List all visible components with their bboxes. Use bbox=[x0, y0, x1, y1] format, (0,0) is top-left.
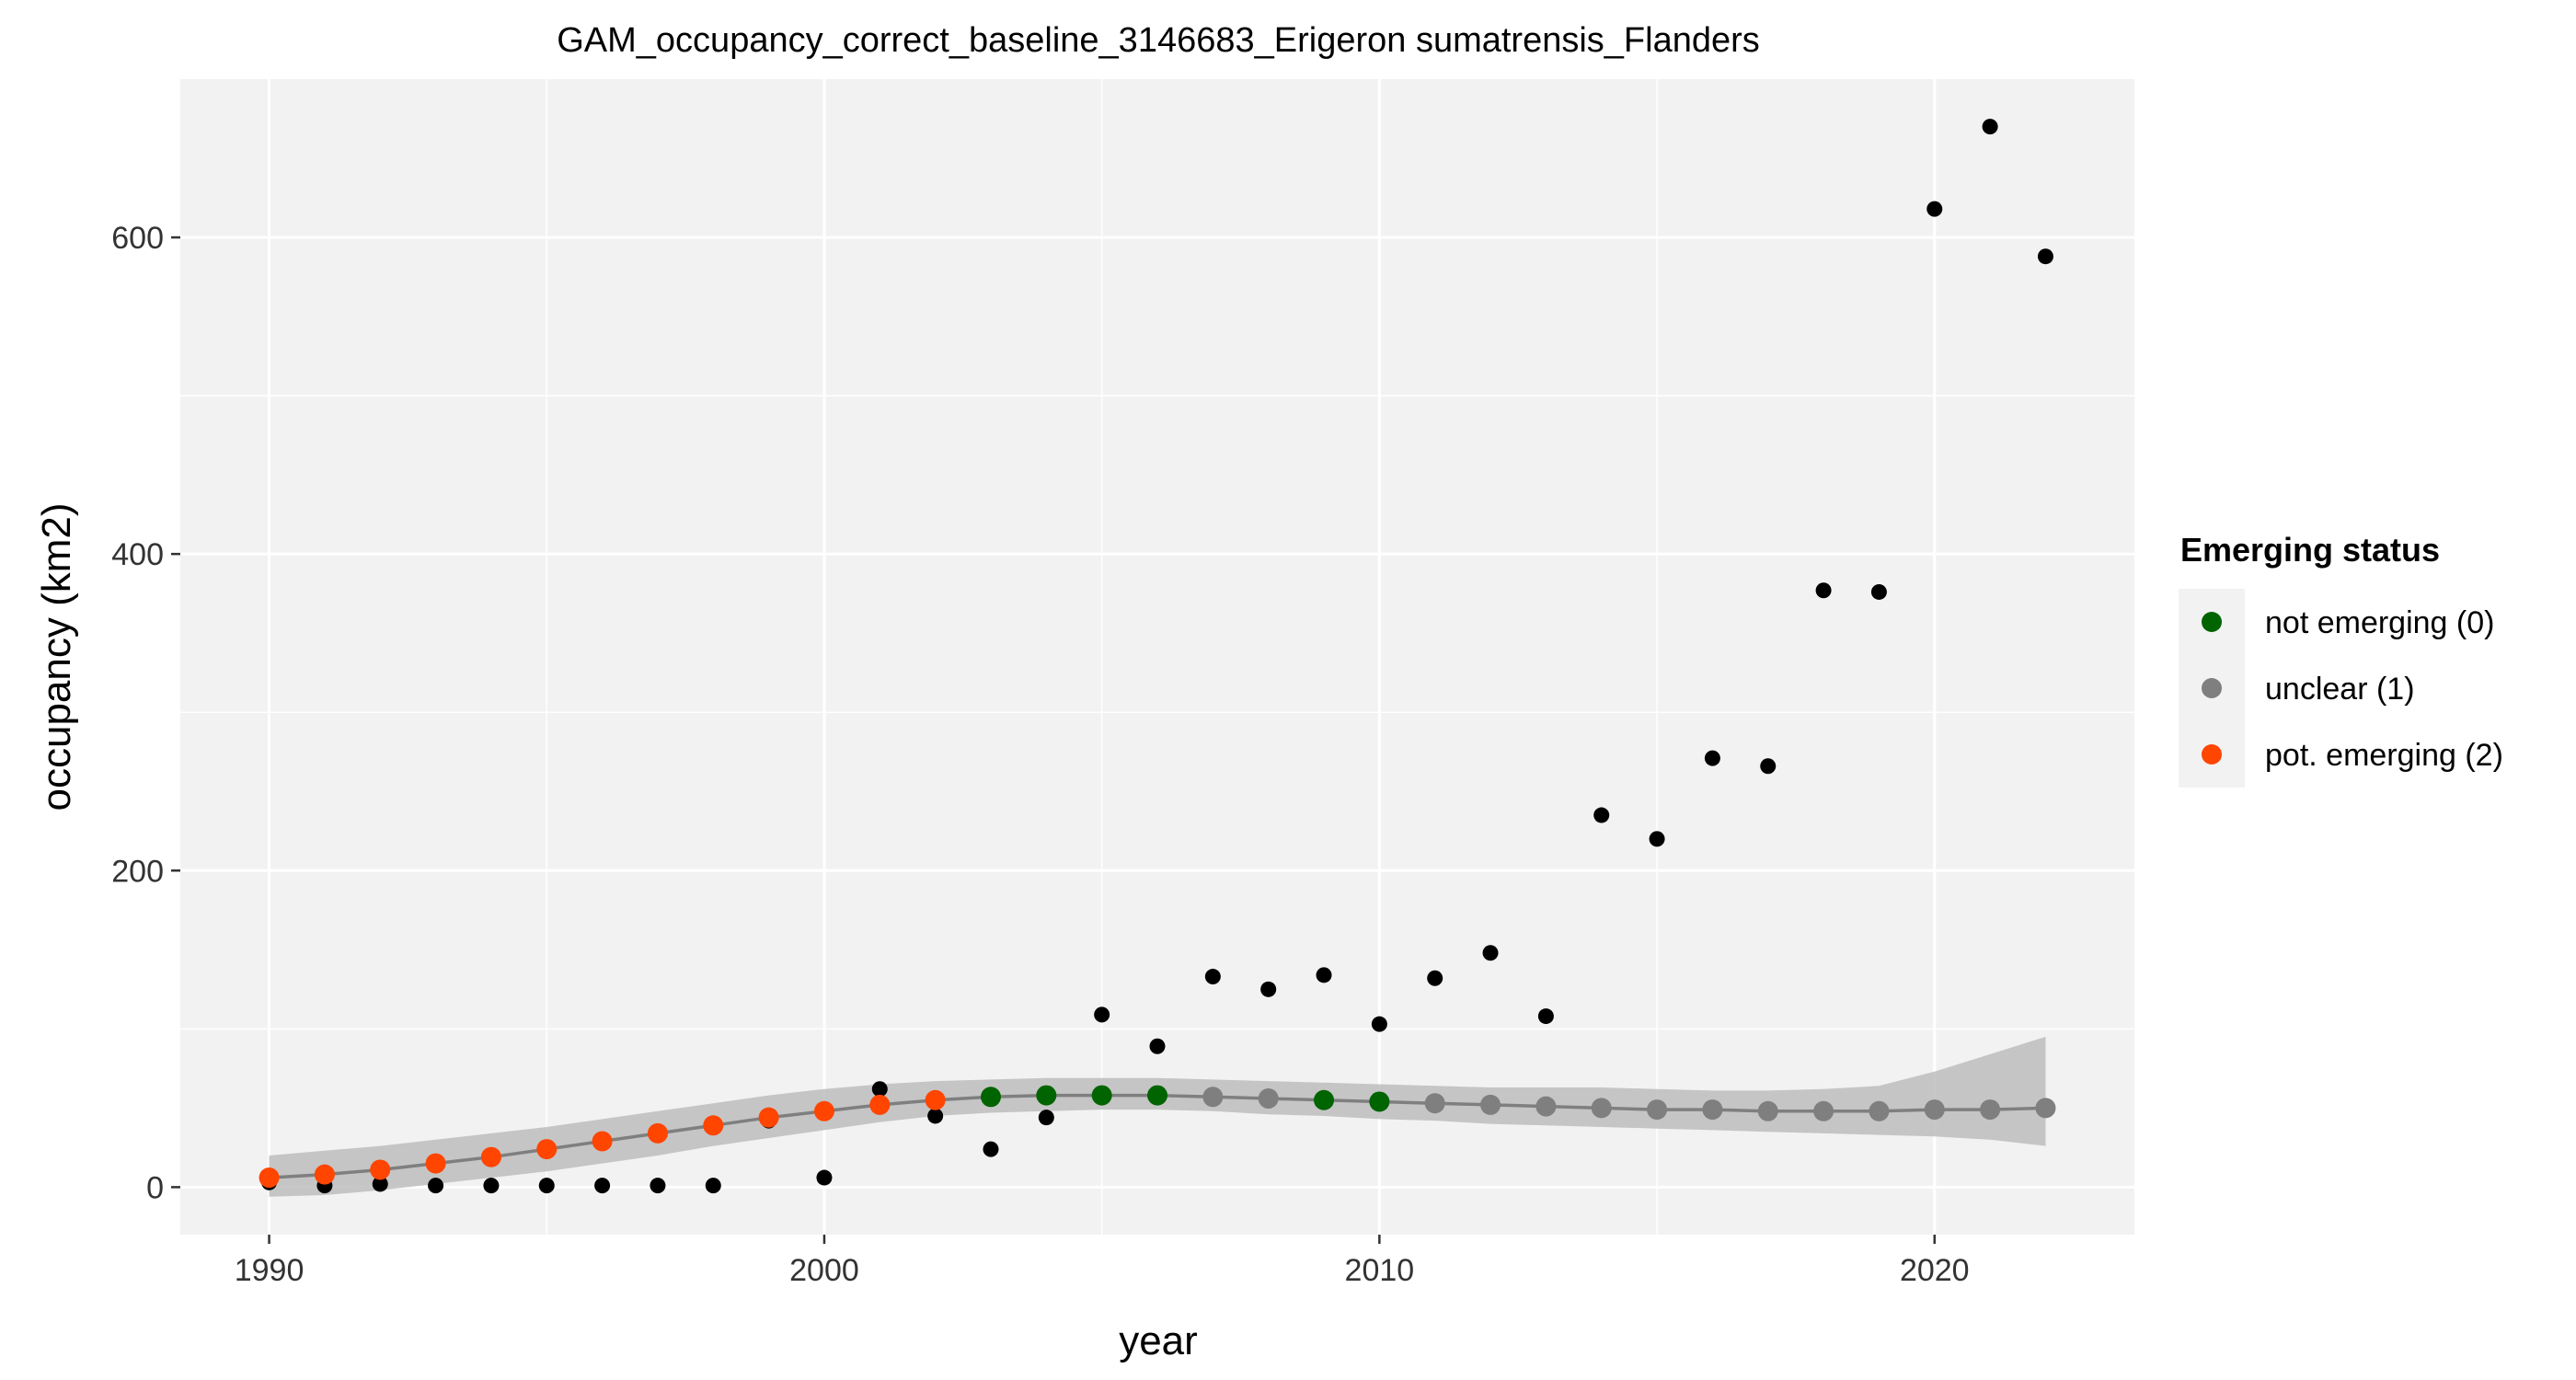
observed-point bbox=[483, 1178, 500, 1194]
observed-point bbox=[1371, 1016, 1387, 1032]
observed-point bbox=[1537, 1008, 1554, 1025]
chart-title: GAM_occupancy_correct_baseline_3146683_E… bbox=[557, 21, 1760, 60]
fitted-point bbox=[1591, 1098, 1612, 1119]
y-tick-label: 600 bbox=[111, 221, 164, 256]
fitted-point bbox=[1036, 1085, 1057, 1106]
fitted-point bbox=[1369, 1091, 1390, 1112]
fitted-point bbox=[425, 1153, 446, 1174]
legend-key bbox=[2202, 612, 2222, 632]
observed-point bbox=[1649, 831, 1665, 847]
fitted-point bbox=[592, 1131, 613, 1152]
observed-point bbox=[1260, 981, 1277, 997]
fitted-point bbox=[1924, 1099, 1945, 1121]
y-axis-title: occupancy (km2) bbox=[34, 502, 79, 811]
observed-point bbox=[428, 1178, 444, 1194]
fitted-point bbox=[259, 1167, 280, 1189]
fitted-point bbox=[536, 1139, 558, 1160]
observed-point bbox=[1427, 970, 1443, 986]
y-tick-label: 400 bbox=[111, 537, 164, 572]
observed-point bbox=[538, 1178, 555, 1194]
observed-points bbox=[261, 119, 2053, 1194]
observed-point bbox=[372, 1176, 388, 1192]
observed-point bbox=[1316, 967, 1332, 983]
legend-key bbox=[2202, 678, 2222, 698]
fitted-point bbox=[1424, 1093, 1445, 1114]
fitted-point bbox=[925, 1089, 946, 1110]
fitted-point bbox=[480, 1146, 501, 1167]
observed-point bbox=[2037, 248, 2053, 265]
y-tick-label: 200 bbox=[111, 854, 164, 889]
fitted-point bbox=[1147, 1085, 1167, 1106]
grid bbox=[180, 79, 2134, 1235]
observed-point bbox=[1593, 807, 1610, 823]
fitted-point bbox=[1091, 1085, 1112, 1106]
observed-point bbox=[1760, 758, 1777, 775]
fitted-point bbox=[647, 1122, 668, 1144]
confidence-band-layer bbox=[269, 1036, 2046, 1197]
fitted-point bbox=[703, 1115, 724, 1136]
fitted-point bbox=[813, 1100, 834, 1121]
fitted-point bbox=[370, 1159, 391, 1180]
confidence-band bbox=[269, 1036, 2046, 1197]
x-tick-label: 1990 bbox=[235, 1253, 305, 1288]
observed-point bbox=[1482, 945, 1499, 961]
observed-point bbox=[1149, 1038, 1166, 1054]
fitted-point bbox=[1314, 1089, 1335, 1110]
x-axis-title: year bbox=[1119, 1318, 1198, 1363]
y-tick-label: 0 bbox=[146, 1170, 164, 1205]
observed-point bbox=[1870, 583, 1887, 600]
legend-title: Emerging status bbox=[2180, 531, 2440, 569]
fitted-point bbox=[869, 1094, 891, 1115]
fitted-point bbox=[1813, 1100, 1834, 1121]
fitted-point bbox=[1535, 1096, 1557, 1117]
fitted-point bbox=[1980, 1099, 2001, 1121]
x-tick-label: 2010 bbox=[1345, 1253, 1415, 1288]
fitted-point bbox=[1869, 1100, 1890, 1121]
plot-panel bbox=[180, 79, 2134, 1235]
fitted-point bbox=[1258, 1088, 1279, 1110]
observed-point bbox=[1204, 969, 1221, 985]
observed-point bbox=[1926, 201, 1943, 217]
fitted-point bbox=[758, 1107, 779, 1128]
observed-point bbox=[705, 1178, 721, 1194]
legend-key bbox=[2202, 744, 2222, 765]
fitted-points bbox=[259, 1085, 2056, 1189]
legend-label: not emerging (0) bbox=[2265, 605, 2494, 640]
fitted-point bbox=[1480, 1094, 1501, 1115]
observed-point bbox=[1094, 1006, 1110, 1023]
observed-point bbox=[871, 1081, 888, 1098]
observed-point bbox=[927, 1108, 944, 1124]
observed-point bbox=[1982, 119, 1998, 135]
observed-point bbox=[1704, 750, 1720, 766]
fitted-point bbox=[2035, 1098, 2056, 1119]
fitted-point bbox=[1702, 1099, 1723, 1121]
x-tick-label: 2020 bbox=[1900, 1253, 1970, 1288]
fitted-point bbox=[1647, 1099, 1668, 1121]
axes: 1990 2000 2010 2020 0 200 400 600 bbox=[111, 221, 1969, 1288]
observed-point bbox=[983, 1141, 999, 1157]
fitted-point bbox=[1202, 1087, 1224, 1108]
observed-point bbox=[1815, 582, 1832, 599]
legend-label: unclear (1) bbox=[2265, 672, 2415, 707]
observed-point bbox=[650, 1178, 666, 1194]
x-tick-label: 2000 bbox=[789, 1253, 859, 1288]
fitted-point bbox=[1757, 1100, 1778, 1121]
legend: Emerging status not emerging (0) unclear … bbox=[2179, 531, 2503, 788]
observed-point bbox=[1038, 1110, 1054, 1126]
fitted-point bbox=[980, 1087, 1001, 1108]
legend-label: pot. emerging (2) bbox=[2265, 738, 2503, 773]
observed-point bbox=[816, 1169, 833, 1186]
fitted-point bbox=[314, 1164, 335, 1185]
observed-point bbox=[594, 1178, 611, 1194]
